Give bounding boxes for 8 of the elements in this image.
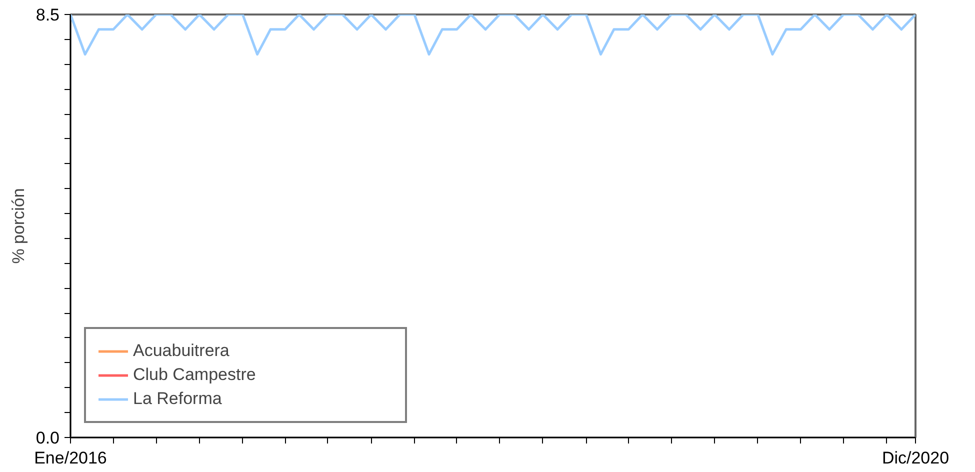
x-tick-label: Dic/2020 [882, 448, 950, 468]
legend-label: Acuabuitrera [133, 341, 230, 361]
y-tick-label: 8.5 [36, 6, 60, 24]
legend-label: Club Campestre [133, 365, 257, 385]
y-axis-title: % porción [8, 188, 28, 264]
legend-label: La Reforma [133, 389, 223, 409]
y-tick-label: 0.0 [36, 428, 60, 448]
x-tick-label: Ene/2016 [34, 448, 107, 468]
